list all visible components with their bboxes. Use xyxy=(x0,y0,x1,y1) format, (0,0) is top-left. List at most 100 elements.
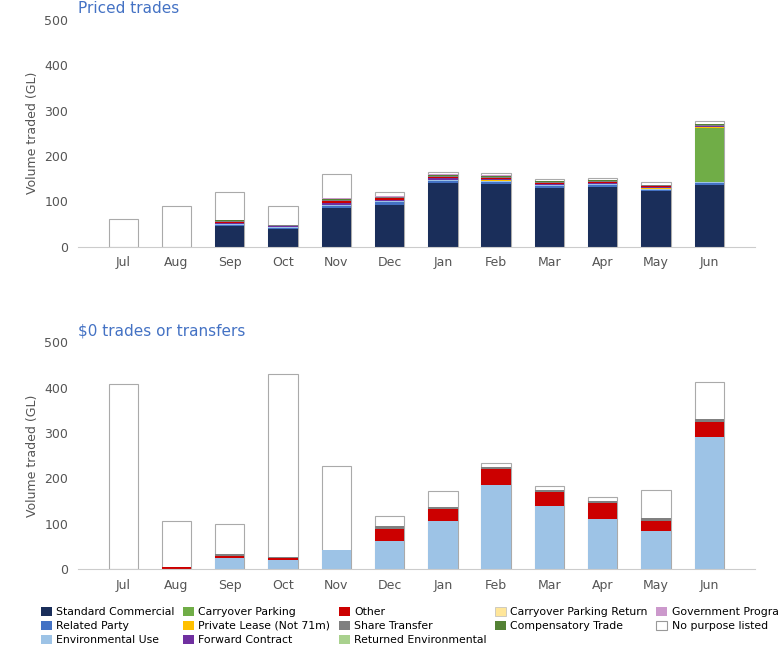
Bar xyxy=(268,207,298,247)
Bar xyxy=(428,507,457,509)
Bar xyxy=(482,485,511,569)
Bar xyxy=(588,501,618,503)
Bar xyxy=(695,183,724,185)
Bar xyxy=(428,183,457,247)
Bar xyxy=(534,186,564,188)
Bar xyxy=(428,178,457,180)
Bar xyxy=(215,222,244,224)
Bar xyxy=(641,186,671,188)
Bar xyxy=(641,190,671,191)
Bar xyxy=(215,555,244,558)
Bar xyxy=(534,505,564,569)
Bar xyxy=(109,384,138,569)
Bar xyxy=(375,202,405,205)
Bar xyxy=(321,203,351,205)
Bar xyxy=(482,177,511,178)
Bar xyxy=(695,422,724,438)
Bar xyxy=(588,185,618,187)
Bar xyxy=(641,490,671,569)
Bar xyxy=(268,228,298,247)
Bar xyxy=(321,206,351,208)
Bar xyxy=(268,374,298,569)
Text: Priced trades: Priced trades xyxy=(78,1,179,16)
Bar xyxy=(215,554,244,555)
Bar xyxy=(428,509,457,522)
Bar xyxy=(482,179,511,180)
Bar xyxy=(215,558,244,569)
Bar xyxy=(375,198,405,199)
Bar xyxy=(695,382,724,569)
Bar xyxy=(215,224,244,225)
Bar xyxy=(268,560,298,569)
Bar xyxy=(428,176,457,177)
Bar xyxy=(375,517,405,569)
Bar xyxy=(695,419,724,422)
Bar xyxy=(375,201,405,202)
Bar xyxy=(641,189,671,190)
Bar xyxy=(428,491,457,569)
Bar xyxy=(428,181,457,183)
Bar xyxy=(321,198,351,199)
Bar xyxy=(375,199,405,201)
Bar xyxy=(534,492,564,505)
Bar xyxy=(162,206,191,247)
Bar xyxy=(534,486,564,569)
Bar xyxy=(428,174,457,175)
Bar xyxy=(641,182,671,247)
Bar xyxy=(588,503,618,519)
Bar xyxy=(534,188,564,247)
Bar xyxy=(321,199,351,201)
Bar xyxy=(482,181,511,182)
Bar xyxy=(482,469,511,485)
Bar xyxy=(321,466,351,569)
Bar xyxy=(215,221,244,222)
Bar xyxy=(375,197,405,198)
Bar xyxy=(215,192,244,247)
Bar xyxy=(534,183,564,184)
Bar xyxy=(641,530,671,569)
Bar xyxy=(482,178,511,179)
Bar xyxy=(375,192,405,247)
Bar xyxy=(482,173,511,247)
Bar xyxy=(375,526,405,529)
Bar xyxy=(162,520,191,569)
Y-axis label: Volume traded (GL): Volume traded (GL) xyxy=(26,394,39,517)
Bar xyxy=(321,208,351,247)
Bar xyxy=(588,497,618,569)
Bar xyxy=(428,175,457,176)
Bar xyxy=(375,529,405,541)
Bar xyxy=(588,187,618,247)
Bar xyxy=(321,201,351,203)
Bar xyxy=(109,218,138,247)
Bar xyxy=(534,182,564,183)
Bar xyxy=(268,557,298,558)
Bar xyxy=(695,124,724,126)
Bar xyxy=(375,205,405,247)
Bar xyxy=(695,126,724,128)
Bar xyxy=(695,122,724,247)
Bar xyxy=(482,467,511,469)
Bar xyxy=(428,522,457,569)
Bar xyxy=(641,519,671,520)
Bar xyxy=(588,183,618,184)
Bar xyxy=(162,567,191,569)
Bar xyxy=(588,178,618,247)
Bar xyxy=(321,205,351,206)
Bar xyxy=(534,184,564,185)
Bar xyxy=(321,174,351,247)
Bar xyxy=(588,182,618,183)
Bar xyxy=(641,520,671,530)
Bar xyxy=(534,179,564,247)
Bar xyxy=(482,175,511,176)
Bar xyxy=(482,176,511,177)
Bar xyxy=(695,182,724,183)
Bar xyxy=(641,191,671,247)
Bar xyxy=(482,184,511,247)
Bar xyxy=(534,490,564,492)
Bar xyxy=(588,181,618,182)
Bar xyxy=(268,226,298,227)
Bar xyxy=(215,225,244,226)
Bar xyxy=(695,185,724,247)
Bar xyxy=(588,184,618,185)
Bar xyxy=(215,524,244,569)
